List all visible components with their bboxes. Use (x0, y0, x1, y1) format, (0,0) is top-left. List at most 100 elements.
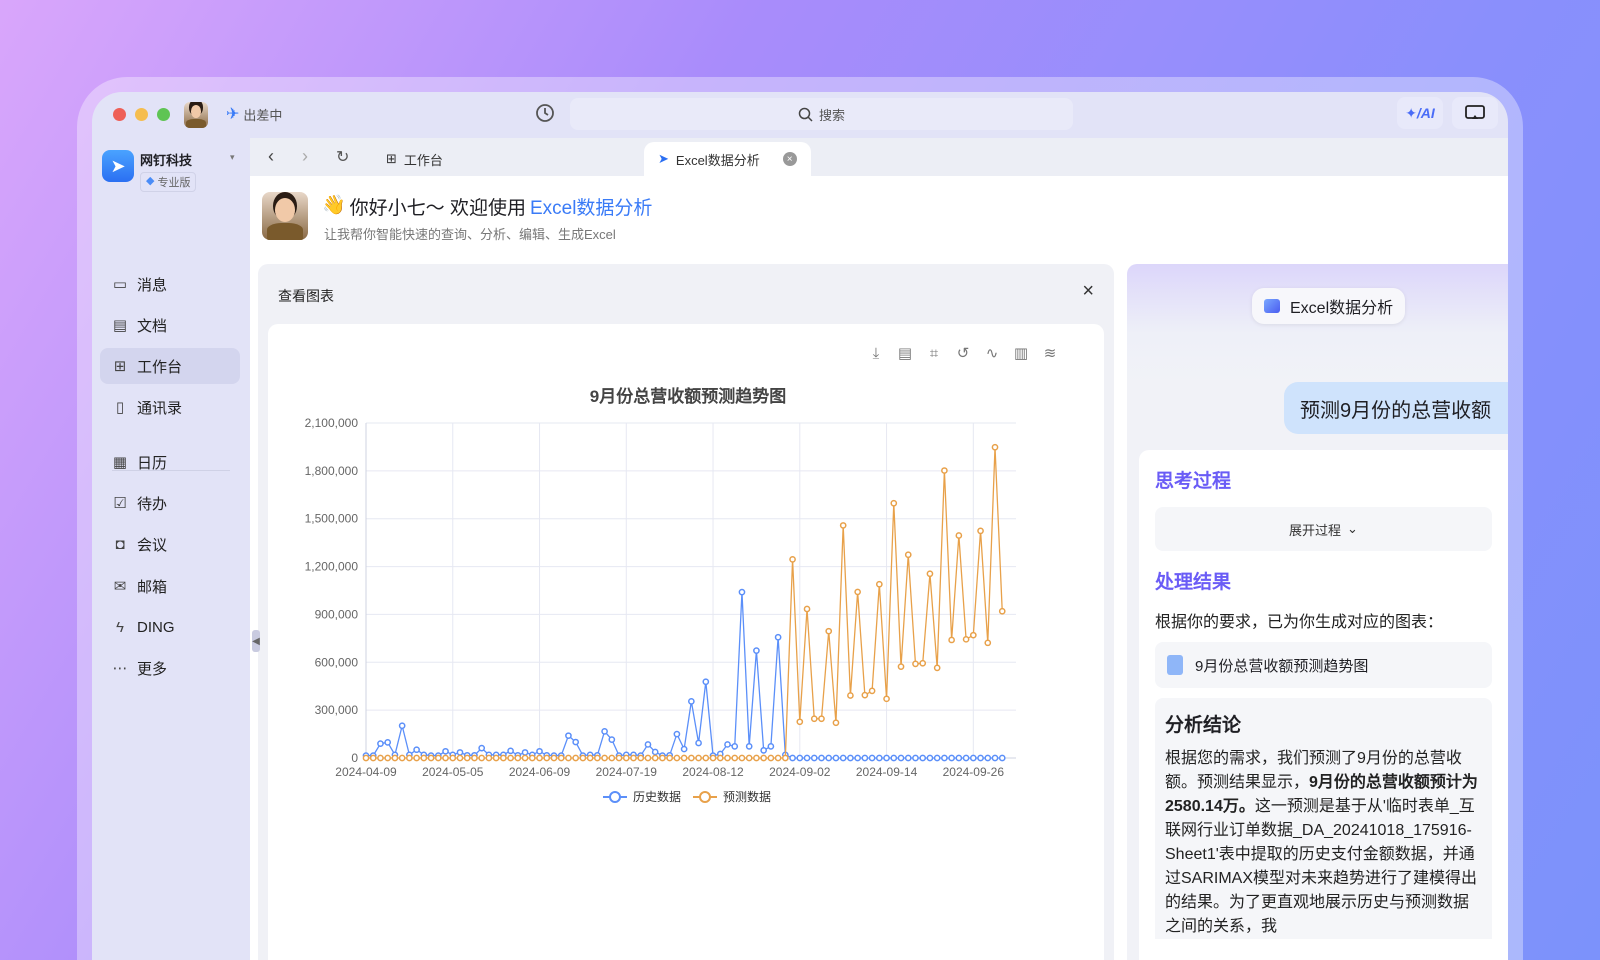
download-icon[interactable]: ⤓ (873, 345, 880, 362)
minimize-window-button[interactable] (135, 108, 148, 121)
sidebar-item-label: 工作台 (137, 358, 183, 376)
data-point (861, 691, 869, 699)
search-icon (798, 107, 813, 122)
refresh-icon[interactable]: ↻ (336, 149, 350, 166)
data-point (565, 732, 572, 740)
y-tick-label: 300,000 (315, 703, 359, 717)
sidebar-item-7[interactable]: ✉ 邮箱 (100, 568, 240, 604)
stack-icon[interactable]: ≋ (1044, 345, 1057, 362)
close-window-button[interactable] (113, 108, 126, 121)
sidebar-item-1[interactable]: ▤ 文档 (100, 307, 240, 343)
sidebar-item-2[interactable]: ⊞ 工作台 (100, 348, 240, 384)
agent-pill[interactable]: Excel数据分析 (1252, 288, 1406, 324)
maximize-window-button[interactable] (157, 108, 170, 121)
data-point (969, 631, 977, 639)
data-point (731, 743, 739, 750)
x-tick-label: 2024-08-12 (682, 765, 744, 779)
tab-bar: ‹ › ↻ ⊞ 工作台 ➤ Excel数据分析 × (250, 138, 1508, 176)
data-point (688, 698, 695, 705)
data-view-icon[interactable]: ▤ (898, 345, 912, 362)
thinking-title: 思考过程 (1155, 471, 1232, 492)
data-point (810, 715, 818, 723)
close-panel-icon[interactable]: × (1082, 280, 1094, 302)
data-point (984, 754, 992, 762)
org-name[interactable]: 网钉科技 (140, 153, 193, 168)
data-point (449, 754, 457, 762)
data-point (977, 527, 984, 535)
data-point (875, 580, 883, 588)
ai-button[interactable]: ✦/AI (1397, 97, 1443, 129)
line-chart-icon[interactable]: ∿ (986, 345, 999, 362)
main-content: ‹ › ↻ ⊞ 工作台 ➤ Excel数据分析 × 👋 你好小七～ 欢迎使用 Excel数… (250, 138, 1508, 960)
chart-panel: 查看图表 × ⤓ ▤ ⌗ ↺ ∿ ▥ ≋ 9月份总营收额预测趋势图 0 300,000 600,00… (258, 264, 1114, 960)
sidebar-item-3[interactable]: ▯ 通讯录 (100, 389, 240, 425)
org-dropdown-icon[interactable]: ▾ (230, 152, 235, 162)
data-point (738, 754, 746, 762)
data-point (774, 633, 782, 641)
conclusion-box: 分析结论 根据您的需求，我们预测了9月份的总营收额。预测结果显示，9月份的总营收… (1155, 698, 1492, 939)
y-tick-label: 1,500,000 (305, 512, 359, 526)
sidebar-item-5[interactable]: ☑ 待办 (100, 485, 240, 521)
sidebar-item-0[interactable]: ▭ 消息 (100, 266, 240, 302)
data-point (832, 719, 840, 727)
data-point (406, 754, 413, 762)
data-point (485, 754, 493, 762)
calendar-icon: ▦ (112, 454, 128, 471)
data-point (912, 660, 919, 668)
restore-icon[interactable]: ↺ (957, 345, 970, 362)
excel-agent-icon (1264, 299, 1280, 313)
search-bar[interactable]: 搜索 (570, 98, 1073, 130)
lightning-icon: ϟ (116, 618, 124, 636)
chevron-down-icon: ⌄ (1347, 521, 1358, 536)
data-point (832, 754, 840, 762)
data-point (998, 754, 1006, 762)
status-indicator[interactable]: ✈ 出差中 (226, 106, 283, 123)
y-tick-label: 600,000 (315, 655, 359, 669)
collapse-sidebar-handle[interactable]: ◀ (252, 630, 260, 652)
data-point (745, 743, 753, 750)
legend-marker (699, 791, 711, 803)
data-point (854, 754, 861, 762)
legend-label[interactable]: 历史数据 (633, 789, 681, 804)
data-point (688, 754, 695, 762)
history-icon[interactable] (534, 102, 556, 129)
avatar[interactable] (184, 102, 208, 128)
conclusion-text: 根据您的需求，我们预测了9月份的总营收额。预测结果显示，9月份的总营收额预计为2… (1165, 750, 1478, 935)
data-point (528, 754, 536, 762)
data-point (890, 754, 898, 762)
data-point (369, 754, 377, 762)
data-point (362, 754, 370, 762)
x-tick-label: 2024-09-26 (943, 765, 1005, 779)
back-icon[interactable]: ‹ (268, 146, 274, 166)
data-point (955, 754, 963, 762)
data-point (673, 754, 681, 762)
sidebar-item-9[interactable]: ⋯ 更多 (100, 650, 240, 686)
bar-chart-icon[interactable]: ▥ (1014, 345, 1028, 362)
zoom-icon[interactable]: ⌗ (930, 345, 939, 362)
sidebar-item-label: 消息 (137, 276, 168, 294)
sidebar-item-6[interactable]: ◘ 会议 (100, 526, 240, 562)
y-tick-label: 2,100,000 (305, 416, 359, 430)
chart-link[interactable]: 9月份总营收额预测趋势图 (1155, 642, 1492, 688)
data-point (839, 522, 847, 529)
legend-label[interactable]: 预测数据 (723, 789, 771, 804)
sidebar-item-8[interactable]: ϟ DING (100, 609, 240, 645)
data-point (391, 754, 399, 762)
sidebar-item-label: DING (137, 618, 175, 636)
screen-cast-button[interactable] (1452, 97, 1498, 129)
sidebar-item-4[interactable]: ▦ 日历 (100, 444, 240, 480)
data-point (926, 570, 934, 578)
data-point (644, 741, 652, 748)
close-tab-icon[interactable]: × (782, 152, 797, 166)
org-logo: ➤ (102, 150, 134, 182)
forward-icon[interactable]: › (302, 146, 308, 166)
airplane-icon: ✈ (226, 106, 240, 123)
data-point (839, 754, 847, 762)
document-icon: ▤ (112, 317, 128, 334)
expand-process-button[interactable]: 展开过程 ⌄ (1155, 507, 1492, 551)
data-point (413, 754, 420, 762)
tab-excel-analysis[interactable]: ➤ Excel数据分析 × (644, 142, 811, 176)
data-point (478, 754, 486, 762)
data-point (471, 754, 478, 762)
tab-workbench[interactable]: ⊞ 工作台 (386, 151, 443, 168)
